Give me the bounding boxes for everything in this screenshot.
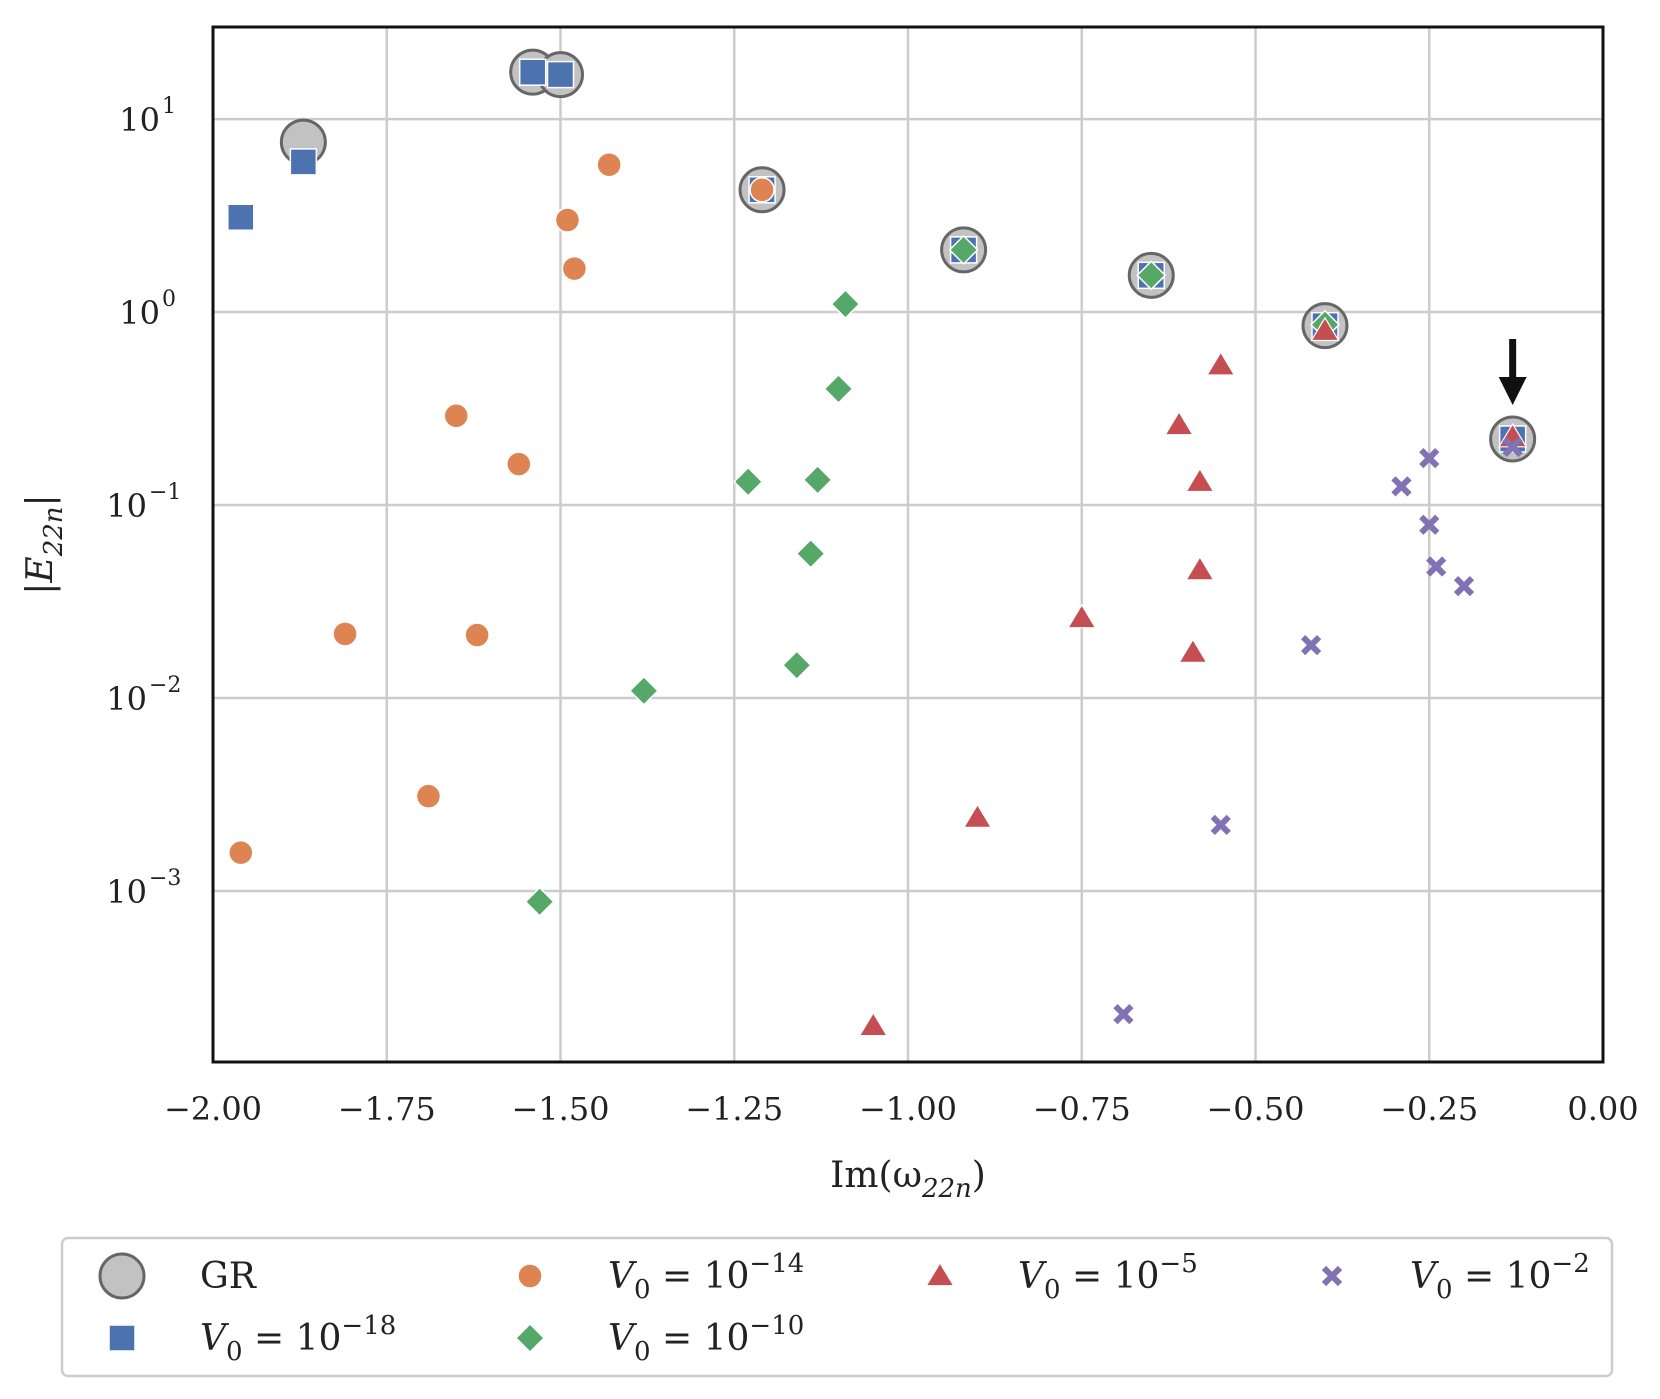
legend-label: GR: [200, 1256, 257, 1297]
y-tick-exponent: 1: [162, 94, 176, 119]
legend-marker-square: [108, 1324, 136, 1352]
point-diamond: [733, 466, 764, 497]
legend-item: V0 = 10−2: [1321, 1249, 1590, 1305]
point-diamond: [823, 373, 854, 404]
point-circle: [228, 839, 254, 866]
series-V0=1e-5: [858, 316, 1528, 1037]
y-tick-exponent: 0: [162, 287, 176, 312]
point-triangle: [858, 1011, 888, 1037]
point-circle: [749, 177, 775, 203]
point-circle: [332, 621, 358, 647]
point-diamond: [781, 650, 812, 681]
legend-label: V0 = 10−14: [608, 1249, 804, 1305]
point-circle: [443, 403, 469, 429]
point-square: [227, 203, 255, 231]
point-triangle: [1067, 603, 1097, 629]
legend-item: V0 = 10−5: [925, 1249, 1198, 1305]
x-tick-label: −2.00: [164, 1090, 262, 1128]
x-tick-label: −1.00: [859, 1090, 957, 1128]
point-x: [1391, 476, 1412, 497]
legend-item: GR: [98, 1252, 257, 1300]
point-circle: [415, 783, 442, 809]
legend-marker-circle: [517, 1263, 543, 1289]
point-x: [1300, 634, 1322, 656]
legend-item: V0 = 10−18: [108, 1311, 396, 1367]
point-circle: [561, 255, 588, 282]
point-circle: [596, 151, 622, 178]
point-triangle: [1185, 467, 1215, 493]
legend-label: V0 = 10−5: [1018, 1249, 1198, 1305]
legend-label: V0 = 10−10: [608, 1311, 804, 1367]
point-x: [1502, 436, 1523, 458]
y-tick-label: 10: [119, 101, 160, 139]
x-tick-label: −0.50: [1206, 1090, 1304, 1128]
point-diamond: [524, 886, 555, 917]
point-triangle: [1178, 638, 1208, 663]
data-points: [227, 48, 1537, 1037]
legend-box: [60, 1236, 1614, 1378]
x-tick-label: 0.00: [1567, 1090, 1638, 1128]
point-triangle: [1164, 410, 1194, 436]
plot-frame: [211, 25, 1605, 1064]
annotation-arrow: [1498, 338, 1527, 405]
point-diamond: [795, 538, 826, 569]
point-diamond: [948, 234, 979, 265]
point-x: [1453, 576, 1475, 597]
point-square: [289, 148, 318, 176]
point-triangle: [962, 803, 993, 828]
legend-marker-big-circle: [98, 1252, 146, 1300]
point-diamond: [1136, 260, 1167, 291]
point-x: [1113, 1004, 1134, 1025]
legend-item: V0 = 10−10: [514, 1311, 804, 1367]
point-x: [1419, 448, 1440, 469]
arrow-head: [1498, 376, 1527, 405]
x-tick-label: −0.25: [1380, 1090, 1478, 1128]
y-axis-label: |E22n|: [20, 494, 69, 594]
point-diamond: [628, 675, 659, 706]
y-tick-label: 10: [106, 680, 147, 718]
x-tick-label: −0.75: [1033, 1090, 1131, 1128]
x-tick-label: −1.75: [338, 1090, 436, 1128]
legend-label: V0 = 10−2: [1410, 1249, 1590, 1305]
x-tick-label: −1.50: [511, 1090, 609, 1128]
point-diamond: [830, 289, 861, 320]
point-square: [546, 60, 575, 89]
series-V0=1e-14: [228, 151, 775, 866]
series-V0=1e-2: [1113, 436, 1523, 1025]
legend-marker-triangle: [925, 1261, 955, 1287]
legend-item: V0 = 10−14: [517, 1249, 804, 1305]
y-tick-label: 10: [106, 487, 147, 525]
point-circle: [464, 622, 490, 648]
x-tick-label: −1.25: [685, 1090, 783, 1128]
y-tick-label: 10: [119, 294, 160, 332]
point-triangle: [1310, 316, 1340, 342]
legend-marker-diamond: [514, 1322, 546, 1354]
point-diamond: [802, 464, 833, 495]
point-x: [1210, 814, 1231, 836]
legend: GR V0 = 10−18 V0 = 10−14 V0 = 10−10 V0 = 10−…: [60, 1236, 1614, 1378]
x-axis-label: Im(ω22n): [830, 1155, 986, 1204]
point-square: [518, 58, 547, 86]
y-tick-exponent: −3: [149, 866, 181, 891]
y-tick-exponent: −1: [149, 480, 181, 505]
legend-label: V0 = 10−18: [200, 1311, 396, 1367]
point-triangle: [1206, 351, 1236, 376]
point-triangle: [1185, 555, 1215, 581]
point-x: [1419, 514, 1440, 535]
point-circle: [506, 451, 532, 477]
y-tick-exponent: −2: [149, 673, 181, 698]
tick-labels: −2.00 −1.75 −1.50 −1.25 −1.00 −0.75 −0.50 −0.25…: [106, 94, 1638, 1128]
y-tick-label: 10: [106, 873, 147, 911]
legend-marker-x: [1321, 1265, 1343, 1287]
point-circle: [554, 207, 581, 233]
point-x: [1426, 556, 1447, 577]
